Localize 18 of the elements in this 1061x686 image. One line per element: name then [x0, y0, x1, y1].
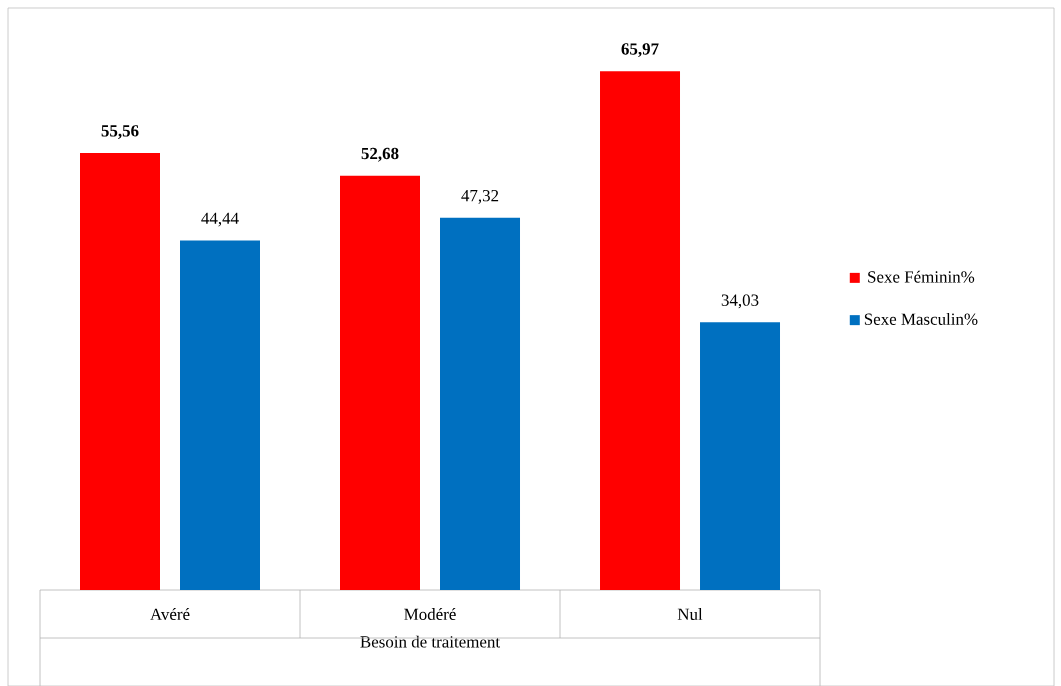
- legend-label: Sexe Féminin%: [868, 270, 975, 283]
- x-axis-title: Besoin de traitement: [360, 635, 500, 648]
- bar: [180, 240, 260, 590]
- data-label: 52,68: [361, 147, 399, 162]
- bar: [700, 322, 781, 590]
- data-label: 47,32: [461, 189, 499, 204]
- bar: [80, 153, 160, 590]
- legend-label: Sexe Masculin%: [864, 313, 978, 325]
- data-label: 44,44: [201, 212, 239, 227]
- data-label: 65,97: [621, 43, 659, 58]
- bar: [340, 175, 420, 590]
- x-tick-label: Nul: [677, 608, 703, 620]
- data-label: 34,03: [721, 294, 759, 309]
- data-label: 55,56: [101, 125, 139, 139]
- x-tick-label: Avéré: [150, 608, 190, 620]
- bar: [600, 71, 681, 590]
- x-tick-label: Modéré: [404, 608, 456, 620]
- bar: [440, 217, 521, 590]
